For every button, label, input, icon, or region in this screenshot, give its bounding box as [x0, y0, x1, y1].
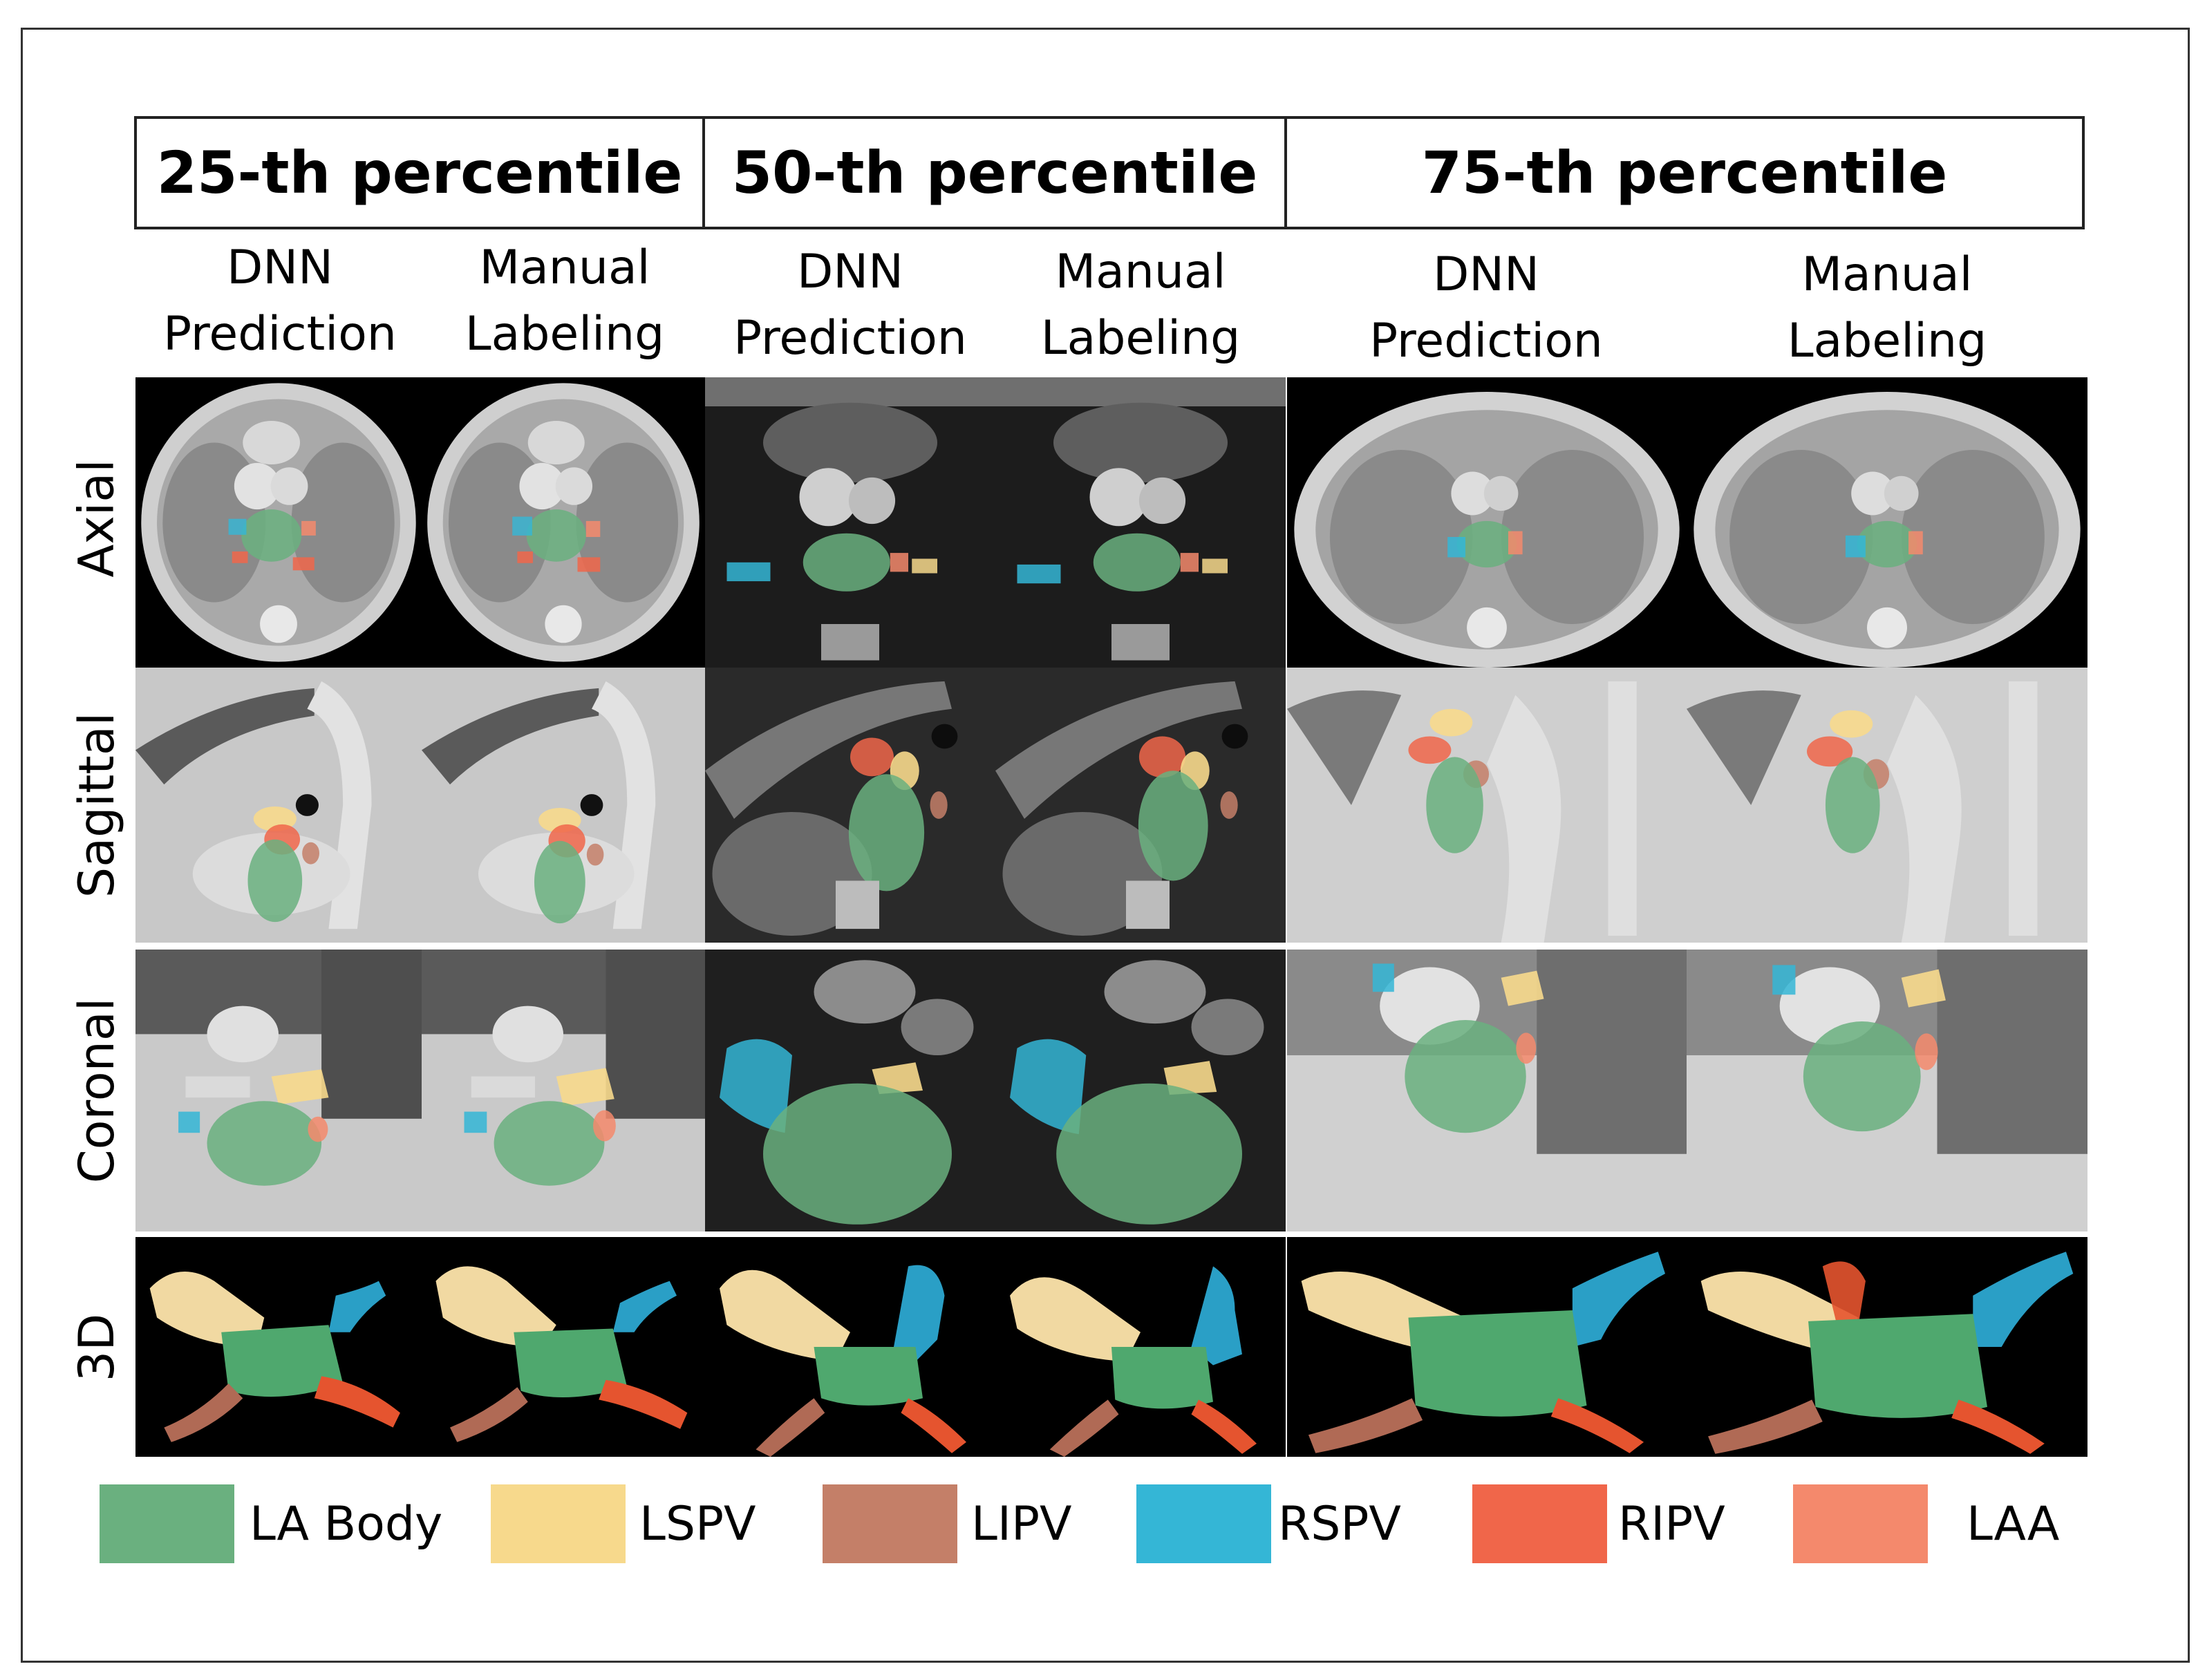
subheader-dnn-50: DNN Prediction: [705, 239, 995, 370]
legend-item-lspv: LSPV: [491, 1484, 756, 1563]
legend-swatch: [491, 1484, 626, 1563]
legend-item-lipv: LIPV: [823, 1484, 1071, 1563]
figure-frame: [21, 28, 2190, 1663]
3d-50-dnn-image: [705, 1237, 995, 1457]
subheader-dnn-25: DNN Prediction: [138, 235, 422, 366]
3d-25-manual-image: [422, 1237, 705, 1457]
subheader-line2: Labeling: [1040, 311, 1241, 366]
subheader-line1: Manual: [1055, 245, 1226, 299]
legend-label: LIPV: [971, 1496, 1072, 1551]
header-50th-percentile: 50-th percentile: [702, 116, 1287, 229]
subheader-manual-75: Manual Labeling: [1687, 242, 2087, 373]
3d-75-manual-image: [1687, 1237, 2087, 1457]
coronal-50-dnn-image: [705, 950, 995, 1231]
row-label-sagittal: Sagittal: [55, 668, 138, 943]
legend-label: LSPV: [639, 1496, 756, 1551]
subheader-line1: Manual: [479, 240, 650, 295]
subheader-manual-25: Manual Labeling: [423, 235, 706, 366]
legend-item-la-body: LA Body: [100, 1484, 442, 1563]
subheader-line2: Labeling: [1787, 314, 1987, 368]
axial-25-dnn-image: [135, 377, 422, 668]
subheader-line1: Manual: [1801, 247, 1973, 302]
subheader-line2: Prediction: [163, 307, 397, 361]
subheader-manual-50: Manual Labeling: [995, 239, 1286, 370]
legend-swatch: [1472, 1484, 1607, 1563]
subheader-line1: DNN: [226, 240, 334, 295]
sagittal-50-dnn-image: [705, 668, 995, 943]
row-label-text: 3D: [68, 1313, 125, 1382]
sagittal-75-dnn-image: [1287, 668, 1687, 943]
axial-75-dnn-image: [1287, 377, 1687, 668]
legend-swatch: [1793, 1484, 1928, 1563]
legend-item-rspv: RSPV: [1136, 1484, 1401, 1563]
subheader-line2: Prediction: [733, 311, 967, 366]
row-label-axial: Axial: [55, 377, 138, 659]
legend-label: RIPV: [1618, 1496, 1725, 1551]
coronal-75-dnn-image: [1287, 950, 1687, 1231]
subheader-line1: DNN: [796, 245, 904, 299]
row-label-coronal: Coronal: [55, 950, 138, 1231]
row-label-text: Axial: [68, 459, 126, 578]
sagittal-50-manual-image: [995, 668, 1286, 943]
coronal-25-manual-image: [422, 950, 705, 1231]
axial-75-manual-image: [1687, 377, 2087, 668]
coronal-50-manual-image: [995, 950, 1286, 1231]
sagittal-75-manual-image: [1687, 668, 2087, 943]
coronal-25-dnn-image: [135, 950, 422, 1231]
subheader-line2: Labeling: [465, 307, 665, 361]
legend-label: RSPV: [1278, 1496, 1401, 1551]
3d-75-dnn-image: [1287, 1237, 1687, 1457]
coronal-75-manual-image: [1687, 950, 2087, 1231]
sagittal-25-dnn-image: [135, 668, 422, 943]
row-label-3d: 3D: [55, 1237, 138, 1458]
header-75th-percentile: 75-th percentile: [1284, 116, 2085, 229]
3d-50-manual-image: [995, 1237, 1286, 1457]
legend-swatch: [100, 1484, 234, 1563]
legend-swatch: [1136, 1484, 1271, 1563]
subheader-line2: Prediction: [1369, 314, 1603, 368]
subheader-line1: DNN: [1432, 247, 1540, 302]
subheader-dnn-75: DNN Prediction: [1287, 242, 1685, 373]
legend-item-ripv: RIPV: [1472, 1484, 1725, 1563]
axial-50-manual-image: [995, 377, 1286, 668]
sagittal-25-manual-image: [422, 668, 705, 943]
axial-25-manual-image: [422, 377, 705, 668]
3d-25-dnn-image: [135, 1237, 422, 1457]
legend-label: LAA: [1967, 1496, 2060, 1551]
row-label-text: Coronal: [68, 997, 126, 1184]
header-25th-percentile: 25-th percentile: [134, 116, 705, 229]
legend-label: LA Body: [250, 1496, 443, 1551]
axial-50-dnn-image: [705, 377, 995, 668]
row-label-text: Sagittal: [68, 712, 126, 898]
legend-swatch: [823, 1484, 957, 1563]
legend-item-laa: LAA: [1793, 1484, 2059, 1563]
